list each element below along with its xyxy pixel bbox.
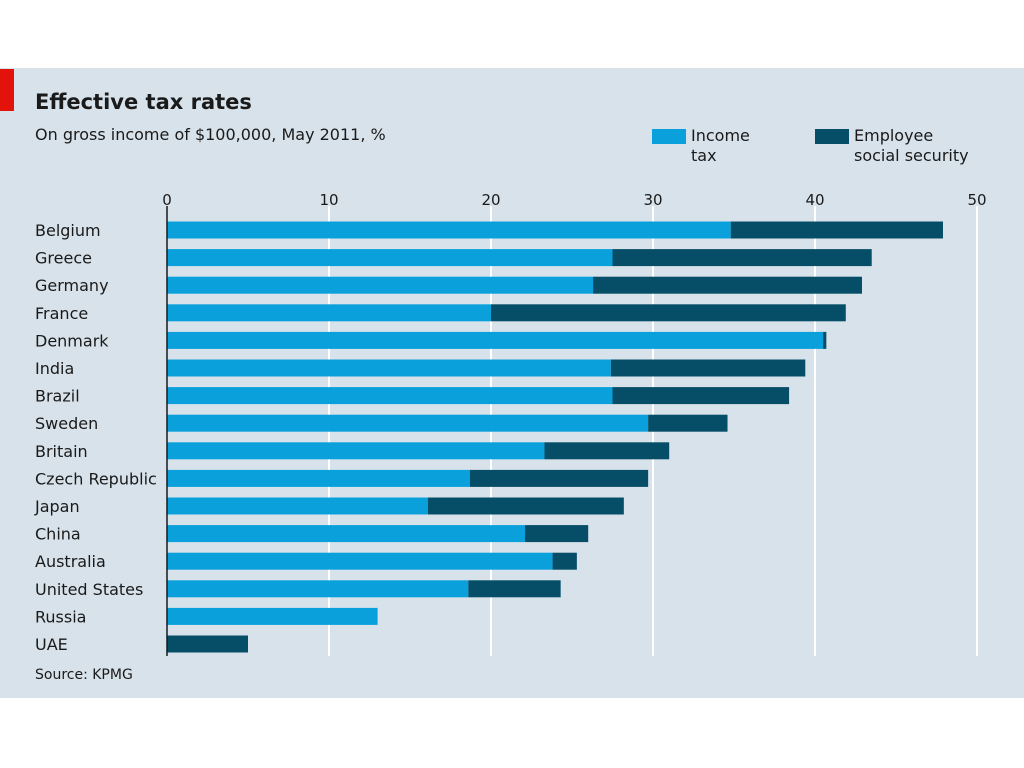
bar-income-tax bbox=[167, 497, 428, 515]
legend-label-social-security: Employee social security bbox=[854, 126, 969, 165]
legend-swatch-social-security bbox=[815, 129, 849, 144]
bar-income-tax bbox=[167, 221, 731, 239]
bar-social-security bbox=[525, 525, 589, 543]
bar-income-tax bbox=[167, 387, 613, 405]
bar-social-security bbox=[491, 304, 846, 322]
category-label: Britain bbox=[35, 442, 88, 461]
x-tick-label: 30 bbox=[643, 191, 662, 209]
bar-income-tax bbox=[167, 607, 378, 625]
chart-title: Effective tax rates bbox=[35, 90, 252, 114]
category-labels: Belgium Greece Germany France Denmark India Br… bbox=[34, 221, 157, 654]
category-label: Czech Republic bbox=[35, 469, 157, 488]
category-label: China bbox=[35, 525, 81, 544]
x-tick-label: 0 bbox=[162, 191, 172, 209]
category-label: United States bbox=[35, 580, 143, 599]
bar-social-security bbox=[427, 497, 624, 515]
bar-social-security bbox=[468, 580, 561, 598]
category-label: UAE bbox=[35, 635, 68, 654]
bar-social-security bbox=[610, 359, 806, 377]
bar-income-tax bbox=[167, 442, 545, 460]
bar-income-tax bbox=[167, 414, 649, 432]
bar-income-tax bbox=[167, 525, 526, 543]
category-label: Australia bbox=[35, 552, 106, 571]
category-label: Japan bbox=[34, 497, 80, 516]
bar-social-security bbox=[823, 331, 827, 349]
bar-social-security bbox=[544, 442, 670, 460]
bar-social-security bbox=[612, 387, 790, 405]
x-tick-label: 40 bbox=[805, 191, 824, 209]
category-label: Belgium bbox=[35, 221, 101, 240]
x-axis-ticks: 0 10 20 30 40 50 bbox=[162, 191, 986, 209]
category-label: Russia bbox=[35, 607, 86, 626]
bar-income-tax bbox=[167, 359, 611, 377]
bar-income-tax bbox=[167, 331, 824, 349]
bar-social-security bbox=[593, 276, 862, 294]
bar-income-tax bbox=[167, 249, 613, 267]
source-note: Source: KPMG bbox=[35, 667, 133, 683]
bar-income-tax bbox=[167, 469, 470, 487]
bar-social-security bbox=[469, 469, 649, 487]
bar-income-tax bbox=[167, 304, 491, 322]
category-label: Germany bbox=[35, 276, 109, 295]
category-label: India bbox=[35, 359, 74, 378]
bar-income-tax bbox=[167, 580, 469, 598]
bar-social-security bbox=[167, 635, 248, 653]
legend-label-income-tax: Income tax bbox=[691, 126, 750, 165]
bar-social-security bbox=[552, 552, 577, 570]
chart-subtitle: On gross income of $100,000, May 2011, % bbox=[35, 125, 386, 144]
bar-social-security bbox=[730, 221, 943, 239]
category-label: Denmark bbox=[35, 331, 109, 350]
bar-income-tax bbox=[167, 276, 594, 294]
bar-income-tax bbox=[167, 552, 553, 570]
bars bbox=[167, 221, 943, 653]
x-tick-label: 20 bbox=[481, 191, 500, 209]
x-tick-label: 10 bbox=[319, 191, 338, 209]
category-label: Brazil bbox=[35, 387, 80, 406]
brand-accent-tab bbox=[0, 69, 14, 111]
bar-social-security bbox=[612, 249, 872, 267]
x-tick-label: 50 bbox=[967, 191, 986, 209]
category-label: France bbox=[35, 304, 88, 323]
legend-swatch-income-tax bbox=[652, 129, 686, 144]
category-label: Sweden bbox=[35, 414, 98, 433]
category-label: Greece bbox=[35, 249, 92, 268]
bar-social-security bbox=[648, 414, 728, 432]
